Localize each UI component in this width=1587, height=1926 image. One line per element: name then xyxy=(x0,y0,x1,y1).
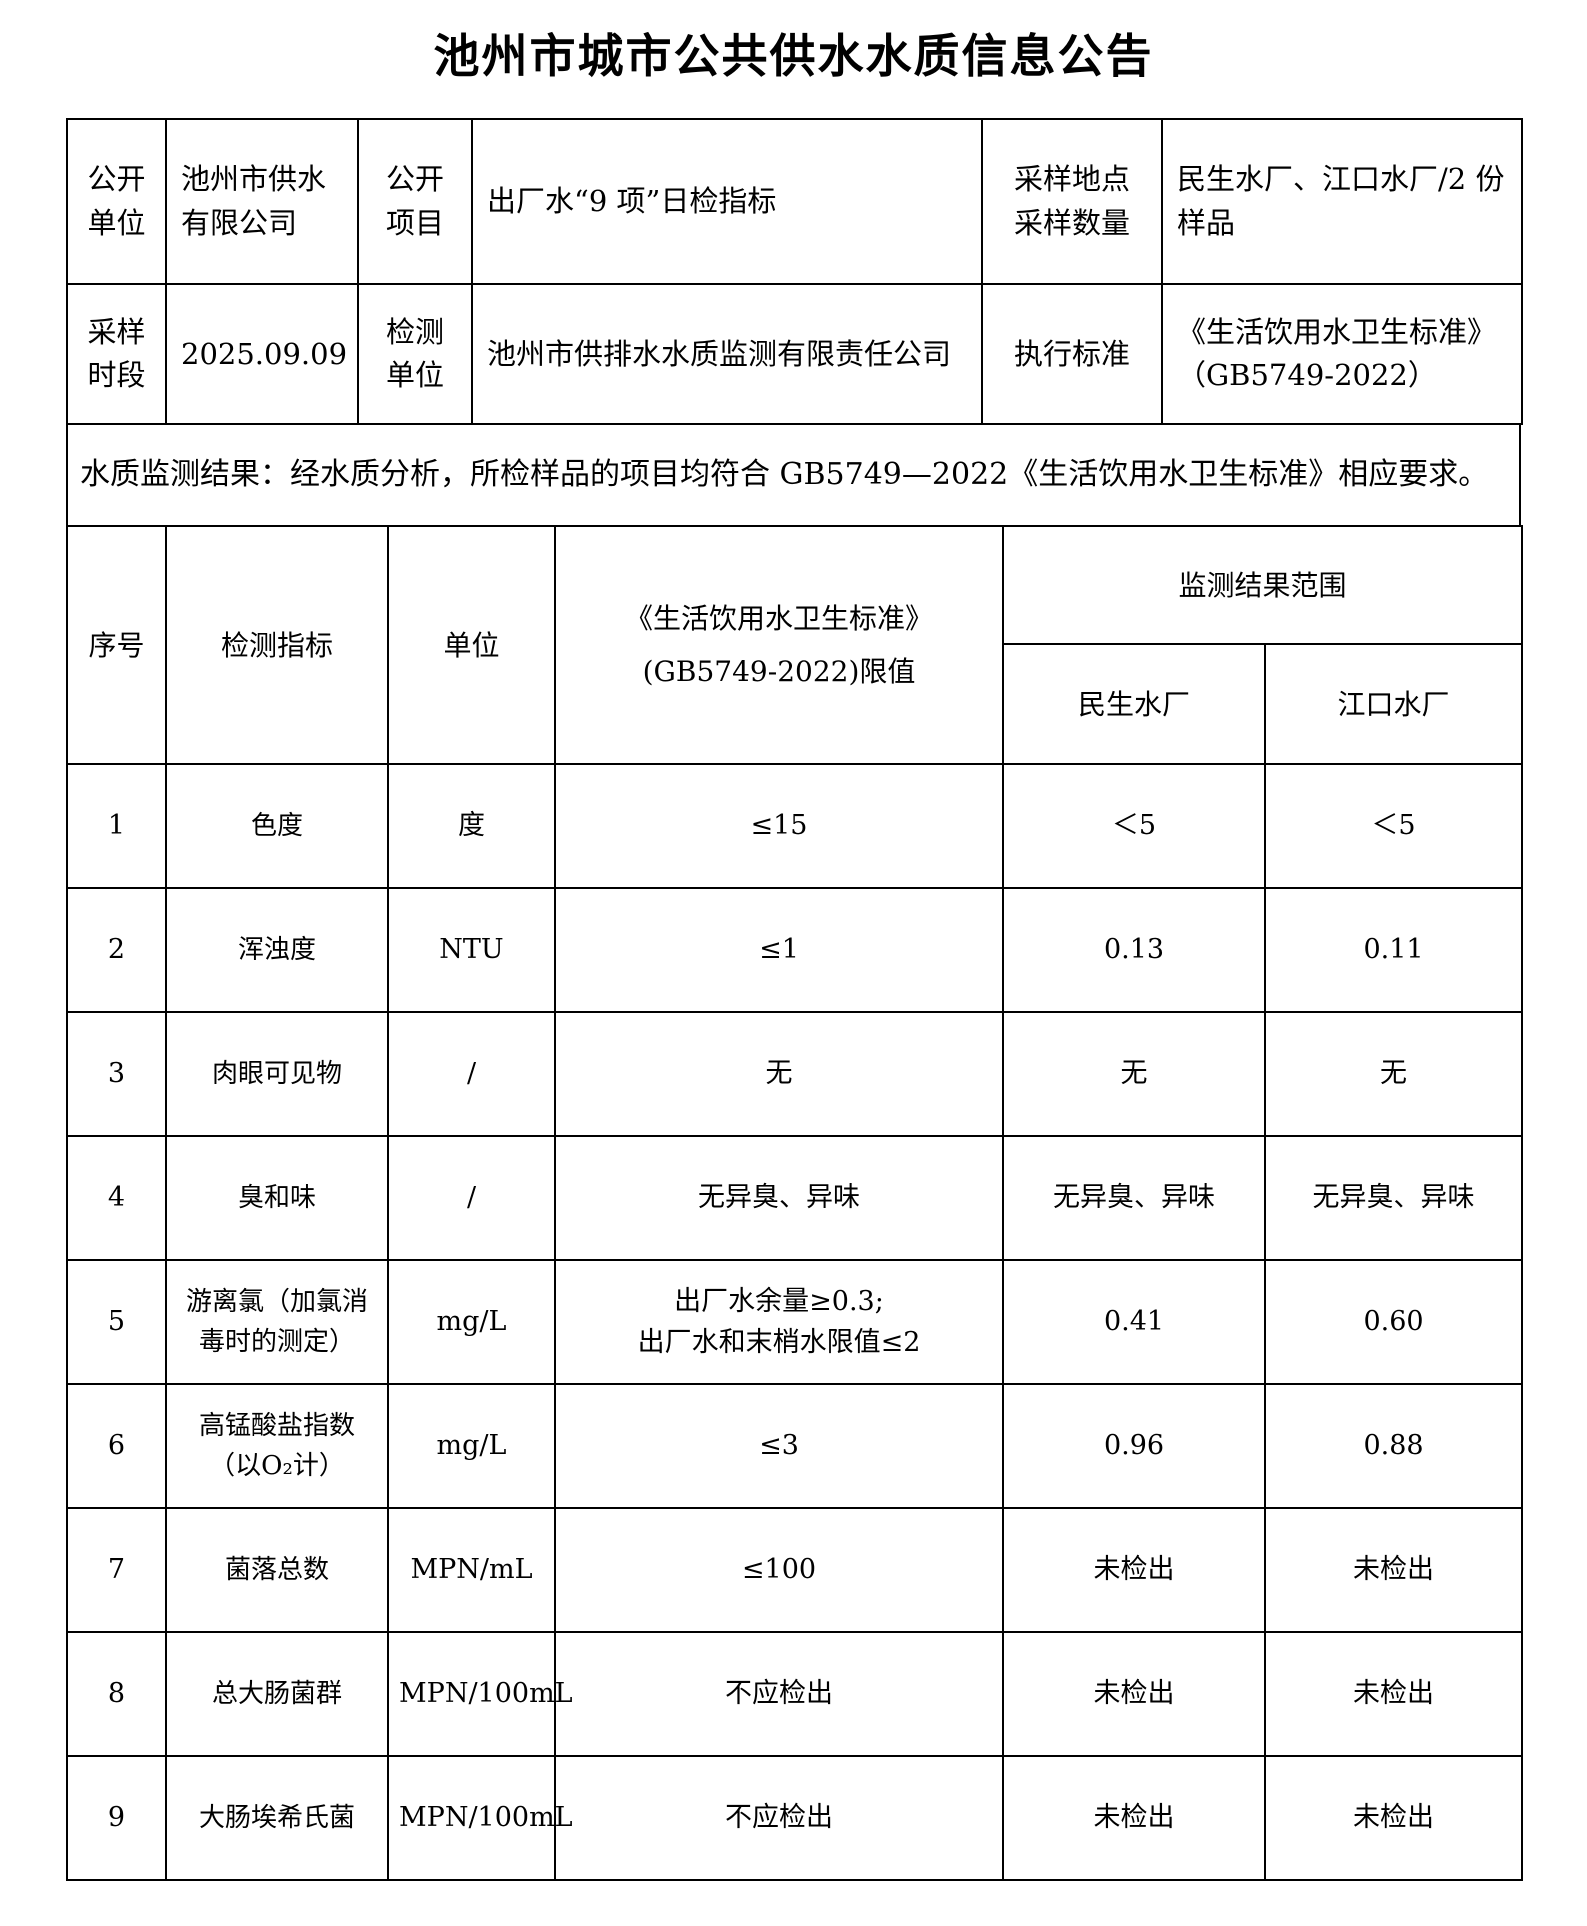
cell-no: 6 xyxy=(66,1383,167,1510)
sampling-site-value: 民生水厂、江口水厂/2 份 样品 xyxy=(1161,118,1523,286)
sampling-period-label: 采样 时段 xyxy=(66,283,167,426)
header-limit: 《生活饮用水卫生标准》 (GB5749-2022)限值 xyxy=(554,525,1004,766)
cell-indicator: 菌落总数 xyxy=(165,1507,389,1634)
header-plant-minsheng: 民生水厂 xyxy=(1002,643,1266,766)
summary-text: 水质监测结果：经水质分析，所检样品的项目均符合 GB5749—2022《生活饮用… xyxy=(80,457,1489,493)
cell-indicator: 臭和味 xyxy=(165,1135,389,1262)
header-plant-jiangkou: 江口水厂 xyxy=(1263,643,1524,766)
cell-unit: MPN/100mL xyxy=(387,1631,573,1758)
table-row: 2 浑浊度 NTU ≤1 0.13 0.11 xyxy=(66,887,1524,1014)
cell-indicator: 大肠埃希氏菌 xyxy=(165,1755,389,1882)
cell-jiangkou-result: 0.88 xyxy=(1263,1383,1524,1510)
table-row: 7 菌落总数 MPN/mL ≤100 未检出 未检出 xyxy=(66,1507,1524,1634)
standard-label: 执行标准 xyxy=(981,283,1163,426)
cell-minsheng-result: 未检出 xyxy=(1002,1507,1266,1634)
results-header-row-2: 民生水厂 江口水厂 xyxy=(67,643,1524,766)
cell-jiangkou-result: 未检出 xyxy=(1263,1755,1524,1882)
cell-minsheng-result: 无 xyxy=(1002,1011,1266,1138)
cell-minsheng-result: 无异臭、异味 xyxy=(1002,1135,1266,1262)
cell-limit: ≤3 xyxy=(554,1383,1004,1510)
cell-no: 1 xyxy=(66,763,167,890)
cell-no: 4 xyxy=(66,1135,167,1262)
info-table: 公开 单位 池州市供水 有限公司 公开 项目 出厂水“9 项”日检指标 采样地点… xyxy=(66,118,1523,426)
page-title: 池州市城市公共供水水质信息公告 xyxy=(433,29,1154,83)
cell-indicator: 高锰酸盐指数 （以O₂计） xyxy=(165,1383,389,1510)
results-header-row-1: 序号 检测指标 单位 《生活饮用水卫生标准》 (GB5749-2022)限值 监… xyxy=(66,525,1524,766)
cell-unit: mg/L xyxy=(387,1383,556,1510)
cell-limit: 不应检出 xyxy=(554,1755,1004,1882)
cell-unit: NTU xyxy=(387,887,556,1014)
cell-unit: MPN/mL xyxy=(387,1507,556,1634)
header-indicator: 检测指标 xyxy=(165,525,389,766)
testing-unit-value: 池州市供排水水质监测有限责任公司 xyxy=(471,283,983,426)
cell-no: 3 xyxy=(66,1011,167,1138)
cell-limit: ≤15 xyxy=(554,763,1004,890)
table-row: 5 游离氯（加氯消 毒时的测定） mg/L 出厂水余量≥0.3; 出厂水和末梢水… xyxy=(66,1259,1524,1386)
cell-indicator: 总大肠菌群 xyxy=(165,1631,389,1758)
open-unit-label: 公开 单位 xyxy=(66,118,167,286)
cell-indicator: 浑浊度 xyxy=(165,887,389,1014)
cell-minsheng-result: 未检出 xyxy=(1002,1755,1266,1882)
cell-minsheng-result: 0.13 xyxy=(1002,887,1266,1014)
sampling-site-label: 采样地点 采样数量 xyxy=(981,118,1163,286)
table-row: 6 高锰酸盐指数 （以O₂计） mg/L ≤3 0.96 0.88 xyxy=(66,1383,1524,1510)
cell-jiangkou-result: 0.60 xyxy=(1263,1259,1524,1386)
cell-minsheng-result: 0.41 xyxy=(1002,1259,1266,1386)
cell-unit: MPN/100mL xyxy=(387,1755,573,1882)
table-row: 9 大肠埃希氏菌 MPN/100mL 不应检出 未检出 未检出 xyxy=(66,1755,1524,1882)
header-result-range: 监测结果范围 xyxy=(1001,525,1524,646)
cell-limit: ≤100 xyxy=(554,1507,1004,1634)
cell-minsheng-result: 未检出 xyxy=(1002,1631,1266,1758)
testing-unit-label: 检测 单位 xyxy=(357,283,473,426)
standard-value: 《生活饮用水卫生标准》 （GB5749-2022） xyxy=(1161,283,1523,426)
open-unit-value: 池州市供水 有限公司 xyxy=(165,118,359,286)
summary-row: 水质监测结果：经水质分析，所检样品的项目均符合 GB5749—2022《生活饮用… xyxy=(66,425,1521,526)
cell-limit: 不应检出 xyxy=(554,1631,1004,1758)
cell-no: 8 xyxy=(66,1631,167,1758)
cell-indicator: 肉眼可见物 xyxy=(165,1011,389,1138)
sampling-period-value: 2025.09.09 xyxy=(165,283,359,426)
cell-unit: / xyxy=(387,1011,556,1138)
cell-indicator: 色度 xyxy=(165,763,389,890)
cell-limit: 无 xyxy=(554,1011,1004,1138)
cell-jiangkou-result: ＜5 xyxy=(1263,763,1524,890)
cell-limit: 无异臭、异味 xyxy=(554,1135,1004,1262)
table-row: 3 肉眼可见物 / 无 无 无 xyxy=(66,1011,1524,1138)
cell-indicator: 游离氯（加氯消 毒时的测定） xyxy=(165,1259,389,1386)
cell-unit: mg/L xyxy=(387,1259,556,1386)
cell-minsheng-result: ＜5 xyxy=(1002,763,1266,890)
cell-limit: 出厂水余量≥0.3; 出厂水和末梢水限值≤2 xyxy=(554,1259,1004,1386)
cell-jiangkou-result: 未检出 xyxy=(1263,1631,1524,1758)
info-row-1: 公开 单位 池州市供水 有限公司 公开 项目 出厂水“9 项”日检指标 采样地点… xyxy=(66,118,1523,286)
cell-unit: / xyxy=(387,1135,556,1262)
header-no: 序号 xyxy=(66,525,167,766)
cell-jiangkou-result: 0.11 xyxy=(1263,887,1524,1014)
cell-no: 7 xyxy=(66,1507,167,1634)
cell-no: 9 xyxy=(66,1755,167,1882)
cell-no: 5 xyxy=(66,1259,167,1386)
table-row: 8 总大肠菌群 MPN/100mL 不应检出 未检出 未检出 xyxy=(66,1631,1524,1758)
notice-sheet: 池州市城市公共供水水质信息公告 公开 单位 池州市供水 有限公司 公开 项目 出… xyxy=(66,0,1524,1882)
tables-wrap: 公开 单位 池州市供水 有限公司 公开 项目 出厂水“9 项”日检指标 采样地点… xyxy=(66,118,1524,1882)
table-row: 1 色度 度 ≤15 ＜5 ＜5 xyxy=(66,763,1524,890)
cell-jiangkou-result: 未检出 xyxy=(1263,1507,1524,1634)
open-item-label: 公开 项目 xyxy=(357,118,473,286)
cell-jiangkou-result: 无 xyxy=(1263,1011,1524,1138)
cell-jiangkou-result: 无异臭、异味 xyxy=(1263,1135,1524,1262)
cell-minsheng-result: 0.96 xyxy=(1002,1383,1266,1510)
table-row: 4 臭和味 / 无异臭、异味 无异臭、异味 无异臭、异味 xyxy=(66,1135,1524,1262)
cell-unit: 度 xyxy=(387,763,556,890)
results-table: 序号 检测指标 单位 《生活饮用水卫生标准》 (GB5749-2022)限值 监… xyxy=(66,525,1524,1882)
cell-limit: ≤1 xyxy=(554,887,1004,1014)
info-row-2: 采样 时段 2025.09.09 检测 单位 池州市供排水水质监测有限责任公司 … xyxy=(66,283,1523,426)
cell-no: 2 xyxy=(66,887,167,1014)
open-item-value: 出厂水“9 项”日检指标 xyxy=(471,118,983,286)
header-unit: 单位 xyxy=(387,525,556,766)
